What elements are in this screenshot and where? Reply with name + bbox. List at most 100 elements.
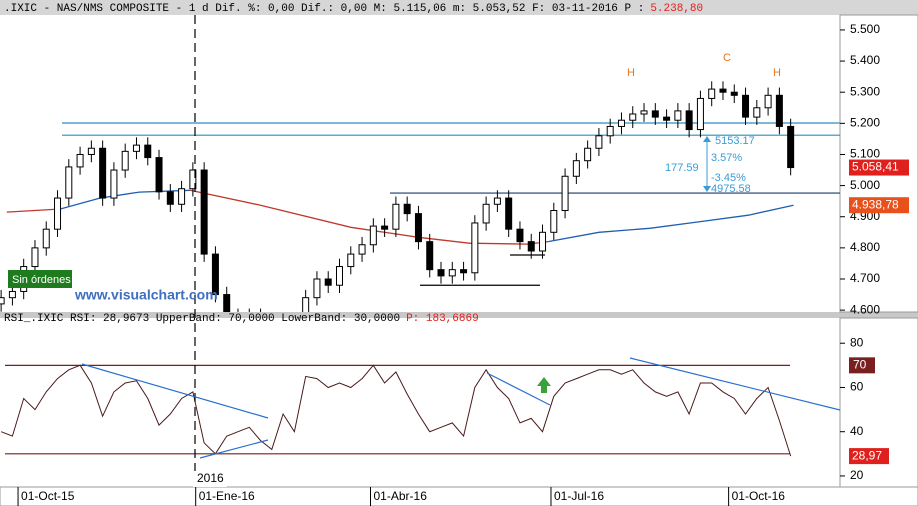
candle-body [550, 210, 558, 233]
price-plot [0, 81, 840, 312]
annotation: H [773, 67, 781, 79]
last-value-label: 28,97 [852, 448, 882, 462]
candle-body [178, 188, 186, 205]
watermark: www.visualchart.com [74, 287, 218, 303]
y-tick-label: 5.000 [850, 178, 880, 192]
last-price-label: 5.058,41 [852, 160, 899, 174]
candle-body [584, 147, 592, 162]
candle-body [561, 175, 569, 212]
header-bar [0, 0, 918, 15]
candle-body [742, 94, 750, 118]
last-value-box [849, 448, 889, 465]
y-tick-label: 5.400 [850, 53, 880, 67]
candle-body [527, 241, 535, 252]
moving-average [60, 189, 191, 210]
candle-body [31, 247, 39, 268]
trend-line [81, 363, 269, 419]
candle-body [651, 110, 659, 118]
overlay: 2016 Sin órdenes www.visualchart.com [8, 15, 841, 487]
candle-body [42, 228, 50, 249]
x-tick-label: 01-Ene-16 [199, 489, 255, 503]
annotation: 4975.58 [711, 183, 751, 195]
annotation: C [723, 52, 731, 64]
candle-body [516, 228, 524, 243]
candle-body [313, 278, 321, 299]
x-tick-label: 01-Oct-16 [732, 489, 786, 503]
trend-line [629, 357, 841, 411]
band-box [849, 357, 875, 374]
candle-body [640, 110, 648, 115]
trend-line [199, 439, 269, 459]
candle-body [787, 125, 795, 169]
candle-body [347, 253, 355, 268]
ma-box [849, 197, 909, 214]
candle-body [764, 94, 772, 109]
candle-body [223, 294, 231, 312]
candle-body [482, 203, 490, 224]
candle-body [132, 144, 140, 152]
measure-arrow [703, 186, 711, 192]
candle-body [617, 119, 625, 127]
candle-body [121, 150, 129, 171]
ma-label: 4.938,78 [852, 197, 899, 211]
candle-body [381, 225, 389, 230]
candle-body [166, 191, 174, 205]
y-tick-label: 5.100 [850, 147, 880, 161]
candle-body [448, 269, 456, 277]
candle-body [302, 297, 310, 312]
moving-average [548, 204, 794, 243]
candle-body [110, 169, 118, 199]
y-tick-label: 60 [850, 380, 864, 394]
year-label: 2016 [197, 471, 224, 485]
order-status: Sin órdenes [12, 274, 71, 286]
y-tick-label: 20 [850, 468, 864, 482]
candle-body [685, 110, 693, 131]
candle-body [144, 144, 152, 159]
candle-body [674, 110, 682, 121]
annotation: 177.59 [665, 162, 699, 174]
candle-body [87, 147, 95, 155]
candle-body [189, 169, 197, 190]
candle-body [0, 297, 5, 305]
candle-body [696, 97, 704, 131]
candle-body [414, 213, 422, 243]
rsi-header: RSI_.IXIC RSI: 28,9673 UpperBand: 70,000… [4, 313, 479, 325]
candle-body [775, 94, 783, 127]
candle-body [8, 290, 16, 299]
candle-body [392, 203, 400, 230]
candle-body [155, 157, 163, 193]
candle-body [719, 88, 727, 93]
y-tick-label: 5.300 [850, 84, 880, 98]
candle-body [54, 197, 62, 230]
candle-body [505, 197, 513, 230]
trend-line [486, 372, 551, 406]
candle-body [211, 253, 219, 296]
candle-body [200, 169, 208, 255]
y-tick-label: 4.800 [850, 240, 880, 254]
rsi-header-text: RSI_.IXIC RSI: 28,9673 UpperBand: 70,000… [4, 313, 400, 325]
candle-body [99, 147, 107, 199]
moving-average [6, 208, 61, 213]
candle-body [753, 107, 761, 118]
y-tick-label: 5.200 [850, 116, 880, 130]
last-price-box [849, 159, 909, 176]
candle-body [471, 222, 479, 274]
rsi-line [0, 364, 792, 457]
y-tick-label: 80 [850, 335, 864, 349]
header: .IXIC - NAS/NMS COMPOSITE - 1 d Dif. %: … [4, 3, 703, 15]
candle-body [493, 197, 501, 205]
panel-separator [0, 312, 918, 318]
year-label-bg [193, 471, 227, 487]
y-tick-label: 40 [850, 424, 864, 438]
candle-body [358, 244, 366, 255]
y-tick-label: 4.600 [850, 302, 880, 316]
candle-body [730, 91, 738, 96]
x-tick-label: 01-Oct-15 [21, 489, 75, 503]
candle-body [572, 160, 580, 177]
candle-body [595, 135, 603, 149]
candle-body [663, 116, 671, 121]
candle-body [629, 113, 637, 121]
measure-arrow [703, 136, 711, 142]
annotation: H [627, 67, 635, 79]
